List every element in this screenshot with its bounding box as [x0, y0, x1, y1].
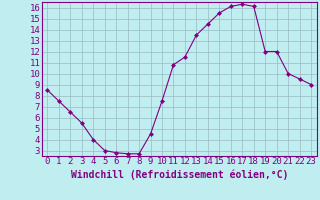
X-axis label: Windchill (Refroidissement éolien,°C): Windchill (Refroidissement éolien,°C) [70, 169, 288, 180]
